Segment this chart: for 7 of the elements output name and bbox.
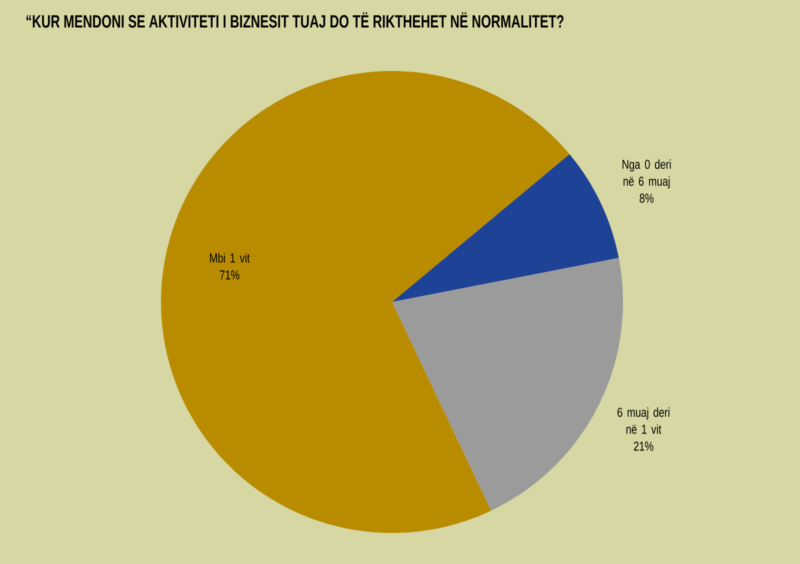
data-label: 71% bbox=[220, 270, 240, 280]
data-label: 21% bbox=[634, 442, 654, 451]
data-label: 8% bbox=[640, 194, 654, 203]
slice-label: Mbi 1 vit bbox=[210, 253, 250, 263]
chart-title: “KUR MENDONI SE AKTIVITETI I BIZNESIT TUAJ DO TË RIKTHEHET NË NORMALITET? bbox=[26, 12, 564, 28]
slice-label: 6 muaj deri në 1 vit bbox=[618, 407, 670, 434]
slice-label: Nga 0 deri në 6 muaj bbox=[622, 159, 671, 188]
